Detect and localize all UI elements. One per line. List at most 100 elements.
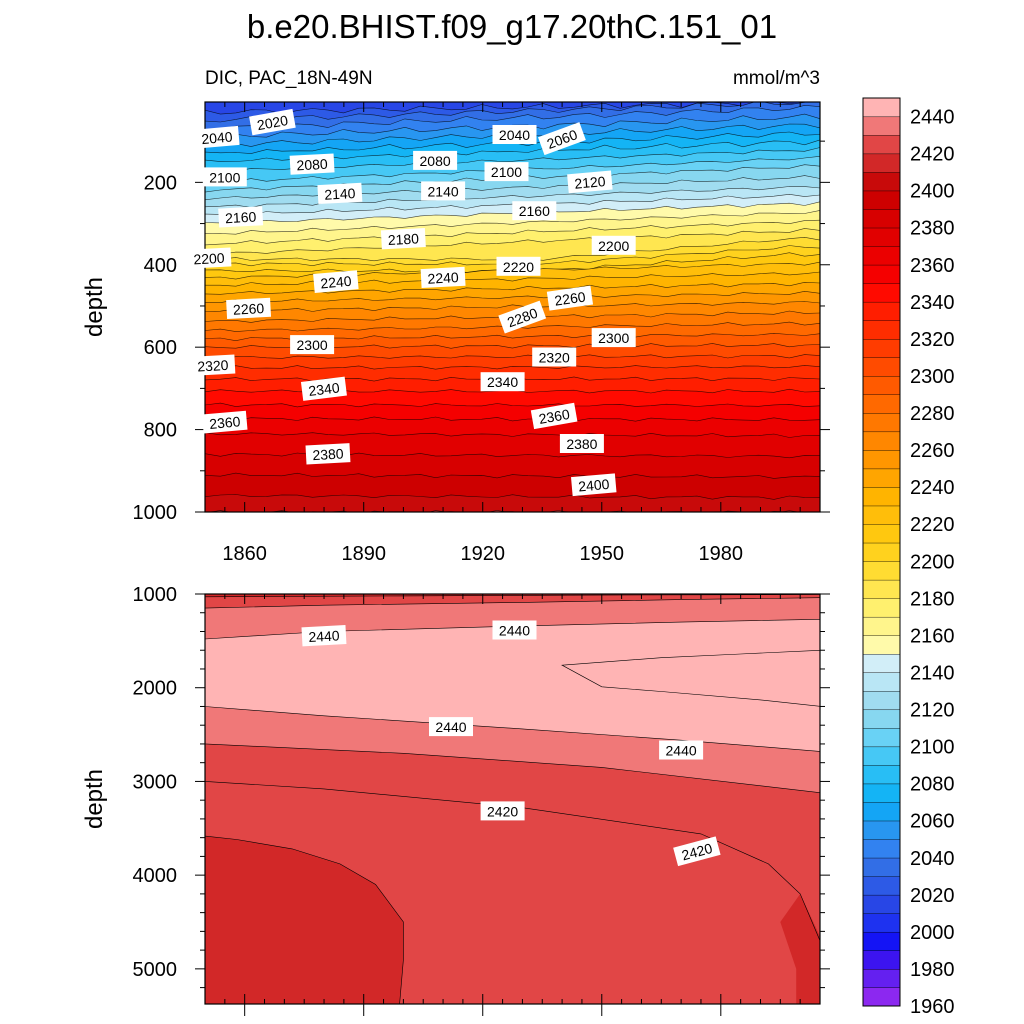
upper-contour-label: 2300 xyxy=(290,335,335,355)
lower-axis-ticks: 1000 2000 3000 4000 5000 xyxy=(133,584,830,1016)
colorbar-tick-label: 2140 xyxy=(910,662,955,684)
contour-label-text: 2320 xyxy=(197,357,229,375)
contour-label-text: 2080 xyxy=(296,156,328,174)
contour-label-text: 2440 xyxy=(666,743,697,759)
colorbar-tick-label: 2020 xyxy=(910,885,955,907)
contour-label-box xyxy=(218,206,264,228)
upper-y-axis-label: depth xyxy=(81,277,108,337)
lower-band-2440 xyxy=(205,619,820,752)
colorbar-box xyxy=(862,524,901,544)
colorbar-box xyxy=(862,97,901,118)
contour-label-text: 2360 xyxy=(537,406,571,427)
lower-contour-fill xyxy=(205,594,820,1004)
contour-label-text: 2260 xyxy=(233,300,265,318)
upper-x-tick-label: 1920 xyxy=(460,543,505,565)
colorbar-box xyxy=(862,579,901,599)
contour-label-box xyxy=(591,328,636,348)
contour-label-box xyxy=(202,167,247,187)
colorbar-tick-label: 2300 xyxy=(910,366,955,388)
upper-contour-label: 2040 xyxy=(492,125,537,144)
colorbar-box xyxy=(862,857,901,877)
contour-label-text: 2440 xyxy=(435,719,466,735)
lower-y-tick-label: 4000 xyxy=(133,865,178,887)
upper-contour-line-2310 xyxy=(205,354,820,360)
upper-contour-line-2130 xyxy=(205,186,820,208)
colorbar-tick-label: 2220 xyxy=(910,514,955,536)
contour-label-text: 2140 xyxy=(324,185,356,203)
upper-contour-line-2040 xyxy=(205,104,820,132)
contour-label-box xyxy=(512,201,557,221)
upper-contour-line-2260 xyxy=(205,301,820,313)
contour-label-text: 2040 xyxy=(201,128,234,147)
lower-contour-line-5 xyxy=(205,781,820,941)
contour-label-text: 2340 xyxy=(308,379,341,399)
upper-y-tick-label: 800 xyxy=(144,420,177,442)
colorbar-tick-label: 2340 xyxy=(910,292,955,314)
left-string: DIC, PAC_18N-49N xyxy=(205,68,373,89)
upper-contour-label: 2240 xyxy=(313,270,359,293)
upper-contour-label: 2380 xyxy=(305,443,351,465)
contour-label-box xyxy=(190,354,236,376)
upper-contour-label: 2200 xyxy=(186,247,232,269)
contour-label-box xyxy=(226,297,272,320)
contour-label-text: 2160 xyxy=(519,203,550,219)
colorbar-tick-label: 2440 xyxy=(910,107,955,129)
colorbar-tick-label: 2280 xyxy=(910,403,955,425)
colorbar-box xyxy=(862,913,901,933)
upper-y-tick-label: 600 xyxy=(144,337,177,359)
lower-band-2420-mid xyxy=(205,743,820,941)
contour-label-text: 2300 xyxy=(598,330,629,346)
contour-label-text: 2200 xyxy=(598,238,629,254)
colorbar-tick-label: 2260 xyxy=(910,440,955,462)
upper-contour-labels: 2020 2040 2040 2060 2080 2080 2100 2100 2120 2140… xyxy=(186,108,636,497)
contour-label-box xyxy=(571,473,617,497)
upper-contour-label: 2080 xyxy=(413,150,458,170)
upper-contour-line-2020 xyxy=(205,102,813,115)
colorbar-box xyxy=(862,171,901,192)
upper-y-tick-label: 200 xyxy=(144,172,177,194)
upper-contour-label: 2340 xyxy=(480,372,525,392)
contour-label-text: 2240 xyxy=(427,269,459,287)
contour-label-text: 2100 xyxy=(209,169,240,185)
lower-band-2430-upper xyxy=(205,597,820,639)
upper-contour-label: 2360 xyxy=(530,402,578,430)
colorbar-tick-label: 2160 xyxy=(910,625,955,647)
upper-contour-line-2170 xyxy=(205,219,820,246)
upper-contour-line-2320 xyxy=(205,365,820,370)
colorbar-frame xyxy=(862,97,901,1007)
colorbar-box xyxy=(862,431,901,451)
colorbar-tick-label: 2360 xyxy=(910,255,955,277)
contour-label-box xyxy=(546,285,594,311)
colorbar-box xyxy=(862,746,901,766)
colorbar-box xyxy=(862,690,901,711)
contour-label-text: 2420 xyxy=(487,803,518,819)
colorbar-box xyxy=(862,801,901,822)
contour-label-box xyxy=(429,717,473,737)
colorbar-box xyxy=(862,561,901,581)
colorbar-box xyxy=(862,375,901,395)
upper-contour-line-2160 xyxy=(205,210,820,235)
upper-contour-label: 2220 xyxy=(496,256,541,276)
upper-contour-label: 2160 xyxy=(512,201,557,221)
lower-contour-labels: 2440 2440 2440 2440 2420 2420 xyxy=(301,620,721,867)
lower-y-tick-label: 2000 xyxy=(133,678,178,700)
lower-y-tick-label: 5000 xyxy=(133,959,178,981)
colorbar-tick-label: 2100 xyxy=(910,737,955,759)
upper-y-tick-label: 1000 xyxy=(133,502,178,524)
colorbar-box xyxy=(862,283,901,303)
lower-contour-label: 2440 xyxy=(429,717,473,737)
contour-label-box xyxy=(532,347,577,367)
contour-label-text: 2440 xyxy=(499,623,530,639)
colorbar-tick-label: 2000 xyxy=(910,922,955,944)
colorbar-box xyxy=(862,727,901,748)
colorbar-box xyxy=(862,449,901,470)
colorbar-tick-label: 2040 xyxy=(910,848,955,870)
colorbar-box xyxy=(862,116,901,136)
upper-contour-panel: 1860 1890 1920 1950 1980 200 400 600 800 1000 202… xyxy=(81,101,830,565)
upper-contour-line-2230 xyxy=(205,271,820,287)
colorbar-tick-label: 1960 xyxy=(910,996,955,1018)
upper-contour-label: 2080 xyxy=(289,153,335,175)
colorbar-box xyxy=(862,301,901,321)
upper-plot-frame xyxy=(204,101,821,513)
